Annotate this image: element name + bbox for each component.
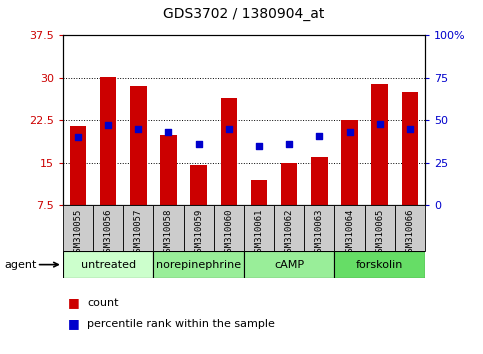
Bar — [251, 180, 267, 205]
Bar — [402, 92, 418, 205]
Point — [255, 143, 263, 149]
Point — [104, 122, 112, 128]
Text: agent: agent — [5, 259, 37, 270]
Bar — [335, 205, 365, 251]
Bar — [395, 205, 425, 251]
Text: percentile rank within the sample: percentile rank within the sample — [87, 319, 275, 329]
Point — [134, 126, 142, 132]
Bar — [335, 251, 425, 278]
Bar — [63, 205, 93, 251]
Bar — [213, 205, 244, 251]
Text: ■: ■ — [68, 296, 79, 309]
Bar — [154, 251, 244, 278]
Bar — [70, 126, 86, 205]
Text: GSM310056: GSM310056 — [103, 209, 113, 257]
Bar — [100, 77, 116, 205]
Bar — [311, 157, 327, 205]
Bar — [304, 205, 335, 251]
Text: GSM310063: GSM310063 — [315, 209, 324, 257]
Text: forskolin: forskolin — [356, 259, 403, 270]
Text: cAMP: cAMP — [274, 259, 304, 270]
Point — [315, 133, 323, 138]
Bar — [221, 98, 237, 205]
Bar — [184, 205, 213, 251]
Text: GSM310057: GSM310057 — [134, 209, 143, 257]
Bar — [365, 205, 395, 251]
Bar — [154, 205, 184, 251]
Bar — [63, 251, 154, 278]
Text: norepinephrine: norepinephrine — [156, 259, 241, 270]
Bar — [160, 135, 177, 205]
Point — [346, 130, 354, 135]
Text: untreated: untreated — [81, 259, 136, 270]
Text: GSM310065: GSM310065 — [375, 209, 384, 257]
Point — [376, 121, 384, 127]
Text: GSM310066: GSM310066 — [405, 209, 414, 257]
Point — [285, 141, 293, 147]
Bar — [281, 163, 298, 205]
Bar — [190, 165, 207, 205]
Bar — [93, 205, 123, 251]
Text: GDS3702 / 1380904_at: GDS3702 / 1380904_at — [163, 7, 325, 21]
Bar — [130, 86, 146, 205]
Point — [406, 126, 414, 132]
Text: ■: ■ — [68, 318, 79, 330]
Text: GSM310061: GSM310061 — [255, 209, 264, 257]
Text: GSM310058: GSM310058 — [164, 209, 173, 257]
Text: count: count — [87, 298, 118, 308]
Text: GSM310062: GSM310062 — [284, 209, 294, 257]
Text: GSM310055: GSM310055 — [73, 209, 83, 257]
Text: GSM310064: GSM310064 — [345, 209, 354, 257]
Bar — [244, 205, 274, 251]
Bar — [123, 205, 154, 251]
Text: GSM310060: GSM310060 — [224, 209, 233, 257]
Bar — [244, 251, 334, 278]
Bar — [371, 84, 388, 205]
Point — [195, 141, 202, 147]
Bar — [274, 205, 304, 251]
Point — [225, 126, 233, 132]
Point — [74, 135, 82, 140]
Point — [165, 130, 172, 135]
Text: GSM310059: GSM310059 — [194, 209, 203, 257]
Bar — [341, 120, 358, 205]
